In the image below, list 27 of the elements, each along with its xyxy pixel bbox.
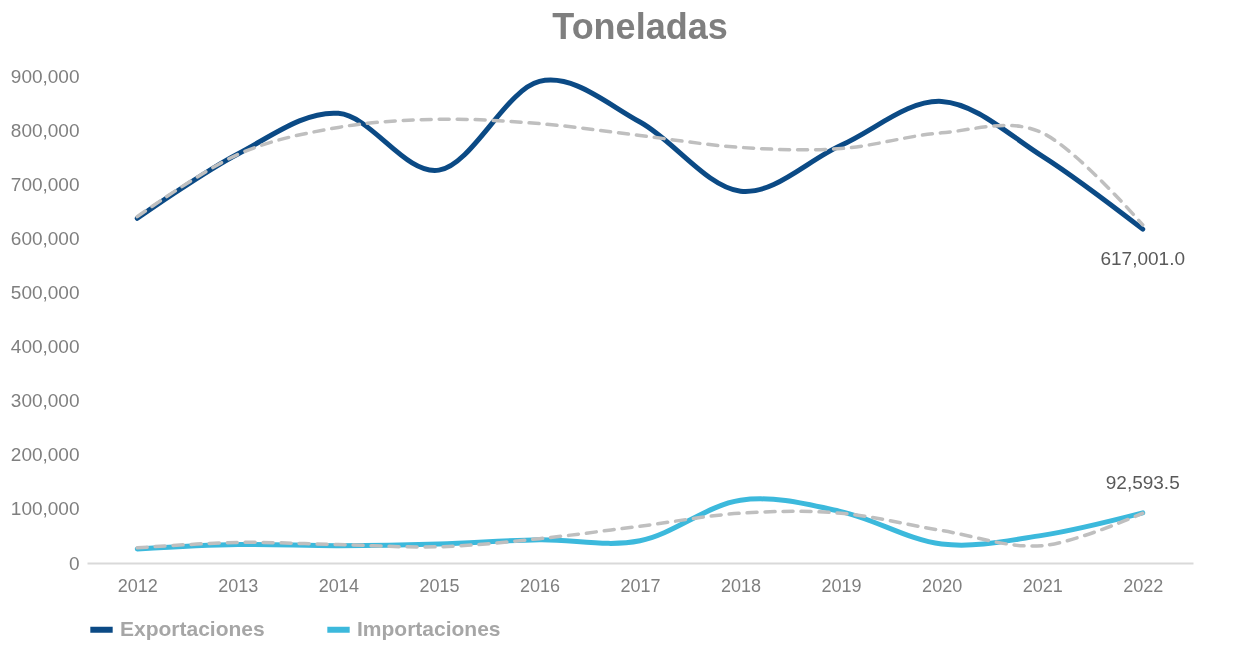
x-tick-label: 2019 <box>821 575 862 596</box>
legend-label: Exportaciones <box>120 616 265 640</box>
x-tick-label: 2022 <box>1123 575 1164 596</box>
data-label: 617,001.0 <box>1100 248 1185 270</box>
y-tick-label: 300,000 <box>10 390 80 412</box>
x-tick-label: 2018 <box>721 575 762 596</box>
y-tick-label: 700,000 <box>10 173 80 195</box>
y-tick-label: 900,000 <box>10 65 80 87</box>
y-tick-label: 200,000 <box>10 444 80 466</box>
x-tick-label: 2021 <box>1022 575 1063 596</box>
y-tick-label: 600,000 <box>10 227 80 249</box>
line-series <box>135 117 1145 227</box>
y-tick-label: 100,000 <box>10 498 80 520</box>
x-tick-label: 2016 <box>519 575 560 596</box>
chart-title: Toneladas <box>552 6 728 47</box>
x-tick-label: 2015 <box>419 575 460 596</box>
data-label: 92,593.5 <box>1105 471 1180 493</box>
y-tick-label: 800,000 <box>10 119 80 141</box>
x-tick-label: 2020 <box>922 575 963 596</box>
x-tick-label: 2012 <box>117 575 158 596</box>
y-tick-label: 500,000 <box>10 281 80 303</box>
y-tick-label: 400,000 <box>10 336 80 358</box>
x-tick-label: 2013 <box>218 575 259 596</box>
x-tick-label: 2014 <box>318 575 359 596</box>
y-tick-label: 0 <box>68 552 80 574</box>
legend-label: Importaciones <box>357 616 501 640</box>
x-tick-label: 2017 <box>620 575 661 596</box>
